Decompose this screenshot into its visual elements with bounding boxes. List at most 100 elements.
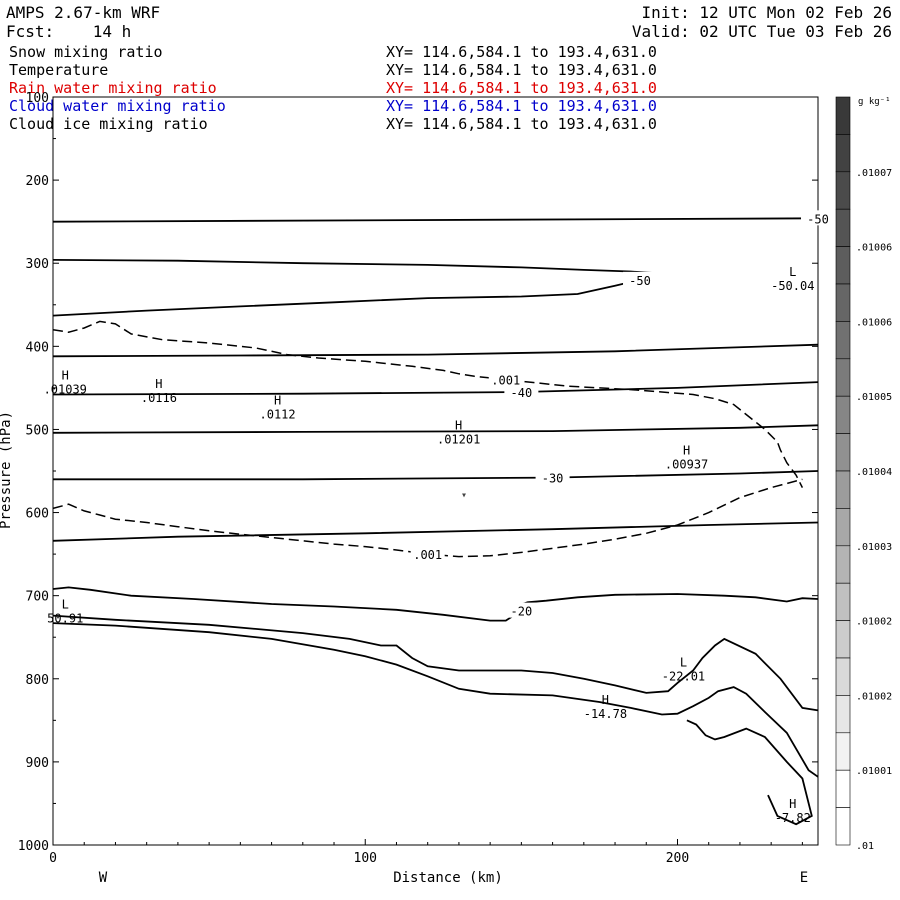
colorbar-label: .01003	[856, 542, 892, 553]
temperature-contour-label: -40	[511, 386, 533, 400]
temperature-contour	[52, 259, 656, 317]
east-label: E	[800, 870, 808, 886]
colorbar-swatch	[835, 395, 851, 434]
colorbar-label: .01006	[856, 243, 892, 254]
extremum-marker: H	[274, 394, 281, 408]
field-xy-cloud-water: XY= 114.6,584.1 to 193.4,631.0	[386, 97, 657, 115]
temperature-contour-label-bg	[504, 384, 539, 400]
colorbar-swatch	[835, 695, 851, 734]
field-xy-snow: XY= 114.6,584.1 to 193.4,631.0	[386, 43, 657, 61]
extremum-value: .01039	[44, 383, 87, 397]
x-tick-label: 200	[666, 851, 689, 866]
temperature-contours: -50 -50 -40 -30 -20	[52, 210, 835, 826]
snow-contour-label-bg	[488, 371, 523, 387]
field-xy-temperature: XY= 114.6,584.1 to 193.4,631.0	[386, 61, 657, 79]
temperature-contour-label-bg	[535, 469, 570, 485]
y-tick-label: 300	[26, 257, 49, 272]
snow-contour-label: .001	[491, 374, 520, 388]
mid-marker: ▾	[461, 490, 467, 501]
temperature-contour	[52, 521, 819, 542]
colorbar-label: .01	[856, 841, 874, 852]
extremum-marker: H	[789, 797, 796, 811]
temperature-contour	[52, 614, 819, 712]
colorbar-label: .01002	[856, 617, 892, 628]
y-tick-label: 200	[26, 174, 49, 189]
colorbar-swatch	[835, 208, 851, 247]
init-time: Init: 12 UTC Mon 02 Feb 26	[641, 3, 892, 22]
snow-contour-label-bg	[410, 546, 445, 562]
colorbar-swatch	[835, 769, 851, 808]
colorbar-swatch	[835, 321, 851, 360]
field-xy-rain: XY= 114.6,584.1 to 193.4,631.0	[386, 79, 657, 97]
field-name-rain: Rain water mixing ratio	[9, 79, 217, 97]
colorbar-label: .01007	[856, 168, 892, 179]
temperature-contour	[53, 470, 819, 481]
temperature-contour	[52, 622, 819, 778]
extremum-marker: H	[683, 444, 690, 458]
extremum-value: -50.04	[771, 279, 814, 293]
extremum-marker: H	[62, 369, 69, 383]
y-tick-label: 600	[26, 507, 49, 522]
y-tick-label: 900	[26, 756, 49, 771]
extremum-value: -22.01	[662, 669, 705, 683]
temperature-contour	[52, 343, 819, 358]
colorbar-swatch	[835, 96, 851, 135]
colorbar-swatch	[835, 134, 851, 173]
y-tick-label: 700	[26, 590, 49, 605]
x-tick-label: 0	[49, 851, 57, 866]
y-tick-label: 1000	[18, 839, 49, 854]
y-tick-label: 100	[26, 91, 49, 106]
colorbar: .01007 .01006 .01006 .01005 .01004 .01003 .010…	[835, 96, 892, 852]
field-name-snow: Snow mixing ratio	[9, 43, 163, 61]
extremum-marker: H	[455, 419, 462, 433]
field-name-cloud-water: Cloud water mixing ratio	[9, 97, 226, 115]
colorbar-label: .01001	[856, 766, 892, 777]
extremum-value: .01201	[437, 433, 480, 447]
extremum-value: .0112	[260, 408, 296, 422]
colorbar-swatch	[835, 657, 851, 696]
colorbar-swatch	[835, 171, 851, 210]
temperature-contour-label: -20	[511, 605, 533, 619]
extremum-value: -14.78	[584, 707, 627, 721]
colorbar-swatch	[835, 283, 851, 322]
colorbar-swatch	[835, 732, 851, 771]
extremum-value: -7.82	[775, 811, 811, 825]
extremum-marker: H	[155, 377, 162, 391]
x-tick-label: 100	[354, 851, 377, 866]
y-tick-label: 400	[26, 340, 49, 355]
colorbar-swatch	[835, 358, 851, 397]
colorbar-label: .01002	[856, 691, 892, 702]
valid-time: Valid: 02 UTC Tue 03 Feb 26	[631, 22, 892, 41]
extremum-value: .0116	[141, 391, 177, 405]
west-label: W	[99, 870, 108, 886]
extremum-value: 50.91	[47, 611, 83, 625]
colorbar-swatch	[835, 433, 851, 472]
colorbar-swatch	[835, 470, 851, 509]
temperature-contour-label: -50	[629, 274, 651, 288]
temperature-contour-label: -30	[542, 472, 564, 486]
colorbar-unit: g kg⁻¹	[858, 97, 891, 107]
colorbar-swatch	[835, 246, 851, 285]
colorbar-swatch	[835, 620, 851, 659]
temperature-contour	[686, 719, 813, 826]
colorbar-swatch	[835, 582, 851, 621]
temperature-contour-label-bg	[504, 602, 539, 618]
snow-contour-label: .001	[413, 548, 442, 562]
extremum-marker: H	[602, 693, 609, 707]
temperature-contour-label-bg	[623, 271, 658, 287]
colorbar-swatch	[835, 508, 851, 547]
colorbar-label: .01004	[856, 467, 892, 478]
colorbar-label: .01005	[856, 392, 892, 403]
extrema-annotations: L-50.04H.01039 H.0116 H.0112H.01201H.00937…	[44, 265, 815, 825]
extremum-marker: L	[680, 655, 687, 669]
colorbar-swatch	[835, 807, 851, 846]
x-axis-label: Distance (km)	[393, 870, 503, 886]
y-axis-label: Pressure (hPa)	[0, 411, 14, 529]
snow-contour	[52, 320, 804, 488]
y-tick-label: 800	[26, 673, 49, 688]
temperature-contour	[52, 424, 819, 434]
extremum-marker: L	[789, 265, 796, 279]
temperature-contour-label-bg	[801, 210, 835, 226]
snow-contours: .001 .001	[52, 320, 804, 562]
